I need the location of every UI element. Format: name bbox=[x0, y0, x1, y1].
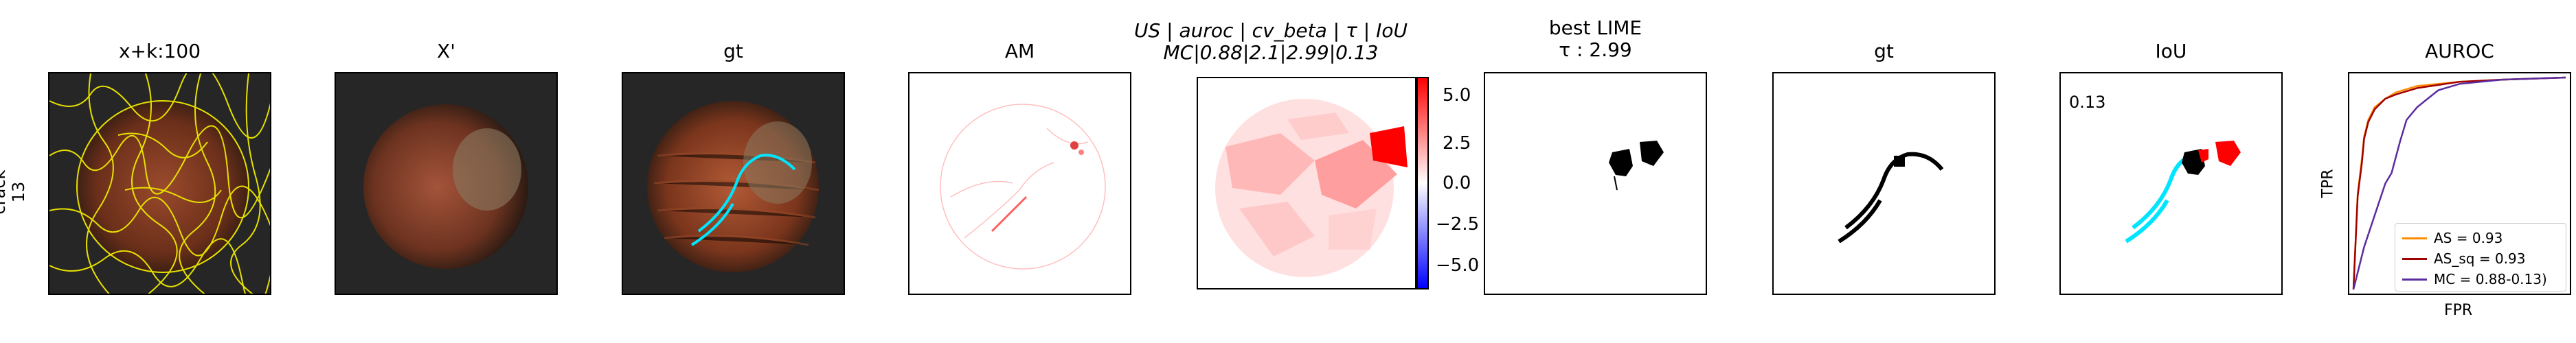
legend-swatch-as-sq bbox=[2402, 257, 2427, 260]
gt-mask bbox=[1838, 152, 1944, 244]
panel-5-image bbox=[1197, 77, 1416, 289]
roc-curve-1 bbox=[2352, 76, 2566, 290]
panel-4-title: AM bbox=[1004, 40, 1035, 62]
legend-entry-as-sq: AS_sq = 0.93 bbox=[2402, 248, 2559, 269]
panel-1-title: x+k:100 bbox=[118, 40, 201, 62]
lime-heatmap bbox=[1215, 99, 1408, 277]
legend-entry-mc: MC = 0.88-0.13) bbox=[2402, 269, 2559, 289]
anomaly-map bbox=[940, 104, 1106, 270]
legend-swatch-as bbox=[2402, 237, 2427, 239]
legend-label-mc: MC = 0.88-0.13) bbox=[2434, 271, 2547, 287]
row-label-line2: 13 bbox=[9, 181, 28, 203]
best-lime-mask bbox=[1609, 141, 1664, 191]
panel-6-image bbox=[1484, 72, 1707, 295]
chart-xlabel: FPR bbox=[2444, 302, 2473, 319]
colorbar-tick-2: 2.5 bbox=[1443, 133, 1471, 154]
hazelnut-image bbox=[363, 104, 528, 269]
panel-2-image bbox=[335, 72, 558, 295]
colorbar-tick-1: 5.0 bbox=[1443, 85, 1471, 106]
roc-plot bbox=[2352, 76, 2566, 290]
panel-3-title: gt bbox=[723, 40, 743, 62]
auroc-chart: AS = 0.93 AS_sq = 0.93 MC = 0.88-0.13) bbox=[2348, 72, 2571, 295]
colorbar bbox=[1416, 77, 1429, 289]
panel-8-title: IoU bbox=[2155, 40, 2187, 62]
roc-curve-2 bbox=[2352, 76, 2566, 290]
legend-entry-as: AS = 0.93 bbox=[2402, 228, 2559, 248]
legend-label-as: AS = 0.93 bbox=[2434, 230, 2503, 246]
panel-3-image bbox=[622, 72, 845, 295]
panel-9-title: AUROC bbox=[2425, 40, 2494, 62]
colorbar-tick-5: −5.0 bbox=[1436, 255, 1480, 276]
hazelnut-gt-overlay bbox=[647, 101, 820, 272]
panel-6-title-line1: best LIME bbox=[1548, 16, 1642, 39]
chart-ylabel: TPR bbox=[2319, 169, 2337, 198]
panel-7-image bbox=[1772, 72, 1996, 295]
colorbar-tick-4: −2.5 bbox=[1436, 214, 1480, 235]
row-label: crack 13 bbox=[0, 161, 31, 223]
panel-5-title-line2: MC|0.88|2.1|2.99|0.13 bbox=[1163, 41, 1379, 64]
iou-overlay bbox=[2125, 141, 2241, 244]
panel-8-image: 0.13 bbox=[2059, 72, 2283, 295]
colorbar-tick-3: 0.0 bbox=[1443, 173, 1471, 193]
panel-6-title-line2: τ : 2.99 bbox=[1559, 38, 1632, 61]
panel-4-image bbox=[908, 72, 1131, 295]
panel-5-title-line1: US | auroc | cv_beta | τ | IoU bbox=[1134, 19, 1408, 42]
iou-value: 0.13 bbox=[2069, 93, 2106, 112]
row-label-line1: crack bbox=[0, 169, 9, 215]
panel-1-image bbox=[48, 72, 271, 295]
hazelnut-superpixel-image bbox=[49, 73, 270, 294]
legend-label-as-sq: AS_sq = 0.93 bbox=[2434, 250, 2526, 267]
panel-7-title: gt bbox=[1874, 40, 1894, 62]
panel-2-title: X' bbox=[437, 40, 455, 62]
legend-swatch-mc bbox=[2402, 278, 2427, 281]
chart-legend: AS = 0.93 AS_sq = 0.93 MC = 0.88-0.13) bbox=[2395, 223, 2566, 292]
